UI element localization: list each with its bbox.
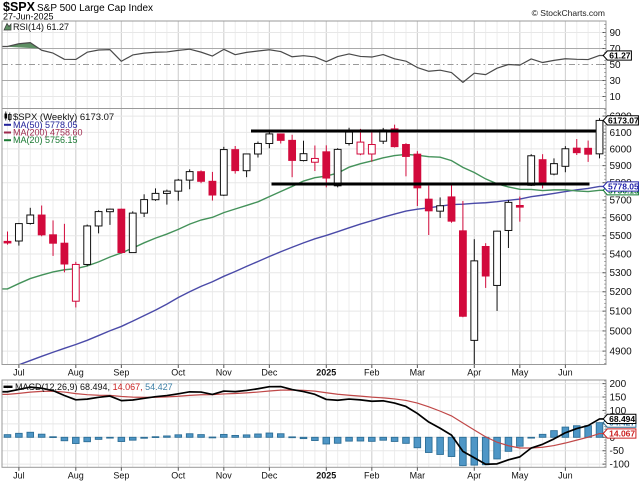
svg-text:6000: 6000 bbox=[610, 144, 633, 155]
svg-text:5300: 5300 bbox=[610, 268, 633, 279]
svg-text:Jun: Jun bbox=[558, 368, 573, 378]
svg-text:5100: 5100 bbox=[610, 307, 633, 318]
svg-text:70: 70 bbox=[610, 44, 622, 55]
svg-text:68.494: 68.494 bbox=[609, 414, 635, 424]
svg-text:50: 50 bbox=[610, 60, 622, 71]
svg-text:Mar: Mar bbox=[410, 368, 426, 378]
svg-text:6173.07: 6173.07 bbox=[608, 115, 639, 125]
svg-text:Dec: Dec bbox=[261, 368, 278, 378]
svg-text:Dec: Dec bbox=[261, 471, 278, 481]
svg-text:May: May bbox=[511, 471, 529, 481]
svg-text:5200: 5200 bbox=[610, 287, 633, 298]
svg-text:Sep: Sep bbox=[113, 368, 129, 378]
svg-text:10: 10 bbox=[610, 92, 622, 103]
svg-text:6100: 6100 bbox=[610, 128, 633, 139]
svg-text:Jul: Jul bbox=[13, 471, 25, 481]
svg-text:Feb: Feb bbox=[364, 368, 380, 378]
svg-text:S&P 500 Large Cap Index: S&P 500 Large Cap Index bbox=[37, 3, 153, 14]
svg-text:5900: 5900 bbox=[610, 161, 633, 172]
svg-text:MA(20) 5756.15: MA(20) 5756.15 bbox=[13, 135, 78, 145]
svg-text:Jun: Jun bbox=[558, 471, 573, 481]
svg-text:100: 100 bbox=[610, 406, 627, 417]
svg-text:Aug: Aug bbox=[68, 471, 84, 481]
svg-text:Oct: Oct bbox=[171, 471, 186, 481]
svg-text:MA(200) 4758.60: MA(200) 4758.60 bbox=[13, 128, 83, 138]
svg-text:5600: 5600 bbox=[610, 213, 633, 224]
svg-text:MACD(12,26,9) 68.494, 14.067,: MACD(12,26,9) 68.494, 14.067, 54.427 bbox=[15, 382, 173, 392]
svg-text:MA(50) 5778.05: MA(50) 5778.05 bbox=[13, 120, 78, 130]
svg-text:5500: 5500 bbox=[610, 231, 633, 242]
svg-text:2025: 2025 bbox=[316, 471, 336, 481]
svg-text:Apr: Apr bbox=[467, 368, 481, 378]
svg-text:27-Jun-2025: 27-Jun-2025 bbox=[3, 12, 54, 22]
svg-text:-50: -50 bbox=[610, 446, 625, 457]
svg-text:5778.05: 5778.05 bbox=[608, 182, 639, 192]
svg-text:Sep: Sep bbox=[113, 471, 129, 481]
svg-text:-100: -100 bbox=[610, 460, 630, 471]
svg-text:May: May bbox=[511, 368, 529, 378]
svg-text:90: 90 bbox=[610, 28, 622, 39]
svg-text:5000: 5000 bbox=[610, 326, 633, 337]
svg-text:61.27: 61.27 bbox=[609, 51, 631, 61]
svg-text:Oct: Oct bbox=[171, 368, 186, 378]
svg-text:200: 200 bbox=[610, 379, 627, 390]
svg-text:$SPX: $SPX bbox=[3, 0, 36, 14]
svg-text:Nov: Nov bbox=[216, 471, 233, 481]
svg-text:150: 150 bbox=[610, 393, 627, 404]
svg-text:Apr: Apr bbox=[467, 471, 481, 481]
svg-text:Aug: Aug bbox=[68, 368, 84, 378]
svg-text:5400: 5400 bbox=[610, 250, 633, 261]
svg-text:Nov: Nov bbox=[216, 368, 233, 378]
svg-text:RSI(14) 61.27: RSI(14) 61.27 bbox=[13, 22, 69, 32]
svg-text:14.067: 14.067 bbox=[609, 429, 635, 439]
svg-text:Jul: Jul bbox=[13, 368, 25, 378]
svg-text:Feb: Feb bbox=[364, 471, 380, 481]
svg-text:© StockCharts.com: © StockCharts.com bbox=[532, 8, 605, 18]
svg-text:2025: 2025 bbox=[316, 368, 336, 378]
svg-text:4900: 4900 bbox=[610, 347, 633, 358]
svg-text:5700: 5700 bbox=[610, 196, 633, 207]
svg-text:30: 30 bbox=[610, 76, 622, 87]
svg-text:Mar: Mar bbox=[410, 471, 426, 481]
svg-text:$SPX (Weekly) 6173.07: $SPX (Weekly) 6173.07 bbox=[13, 112, 114, 123]
